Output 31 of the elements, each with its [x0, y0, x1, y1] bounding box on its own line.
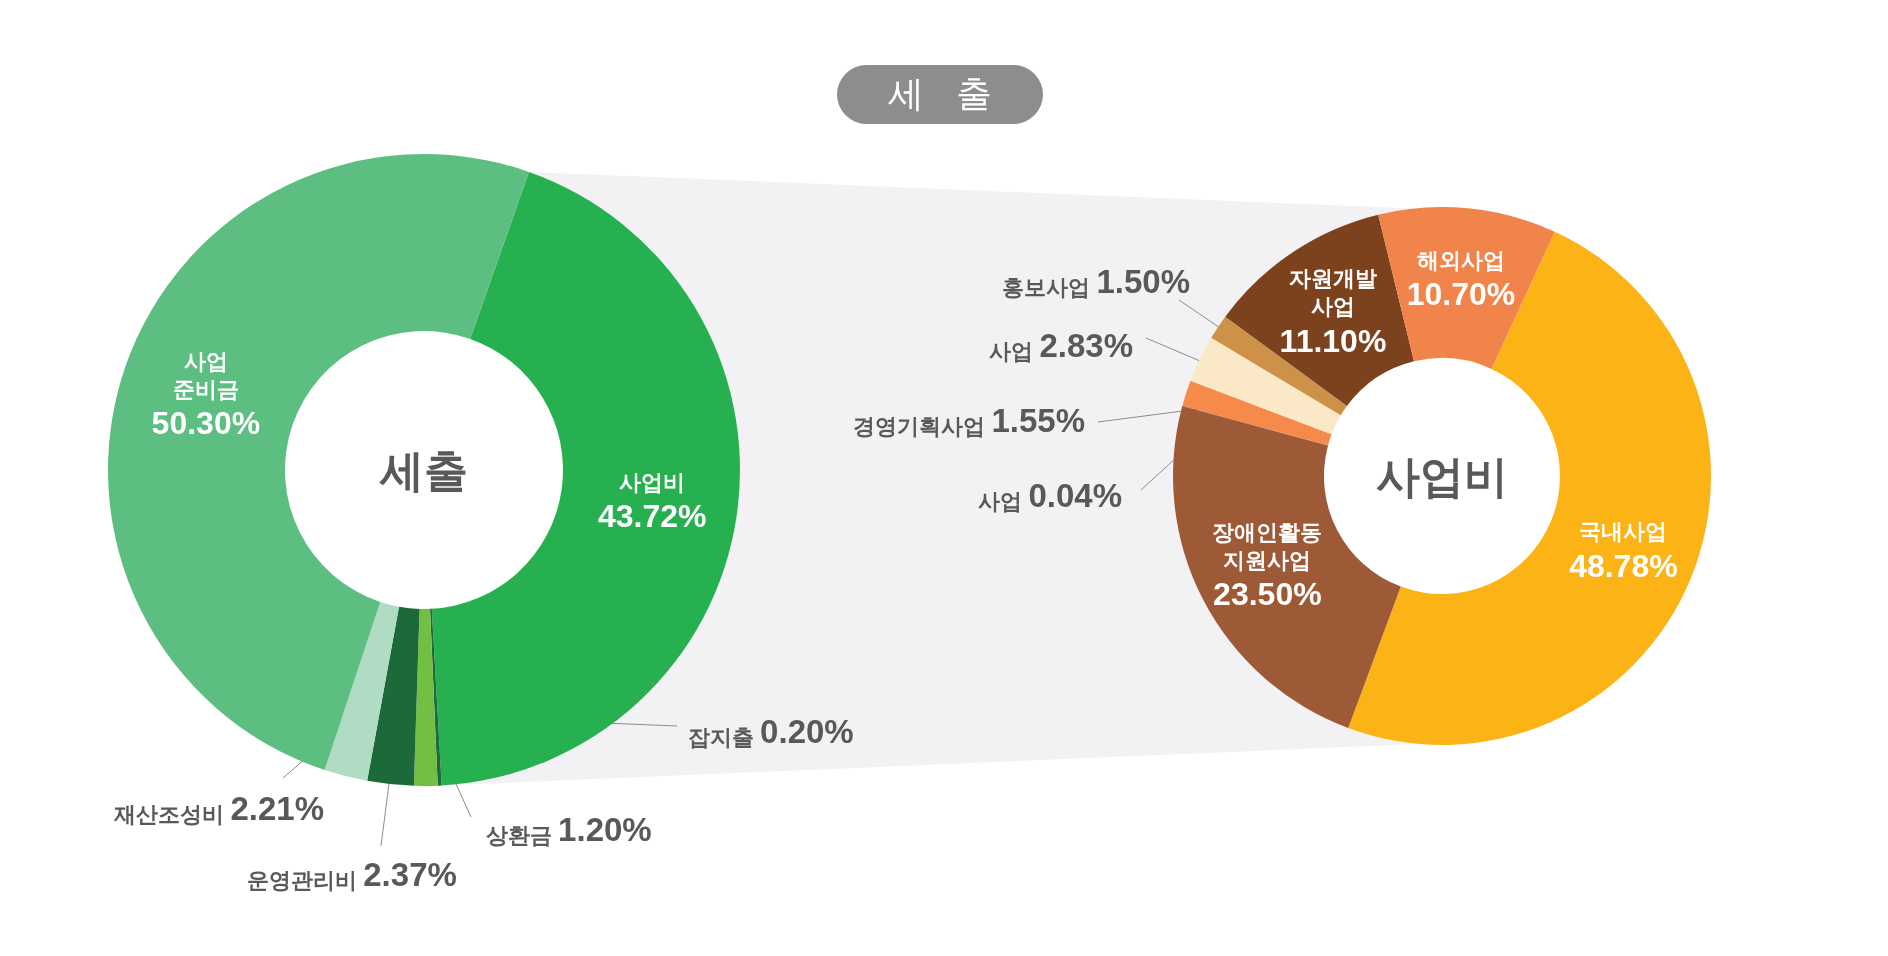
- text: 세 출: [837, 65, 1043, 124]
- data-label: 43.72%: [597, 498, 707, 535]
- slice-label: 재산조성비: [113, 801, 231, 827]
- text: 사업비: [1376, 451, 1508, 501]
- slice-label: 장애인활동 지원사업: [1212, 519, 1323, 573]
- data-label: 2.37%: [363, 856, 457, 893]
- slice-label: 사업비: [619, 469, 686, 495]
- data-label: 50.30%: [151, 405, 261, 442]
- slice-label: 잡지출: [688, 724, 761, 750]
- data-label: 10.70%: [1406, 276, 1516, 313]
- text: 세출: [379, 445, 468, 495]
- slice-label: 운영관리비: [247, 867, 364, 893]
- data-label: 2.83%: [1039, 327, 1133, 364]
- slice-label: 해외사업: [1416, 247, 1505, 273]
- slice-label: 자원개발 사업: [1288, 266, 1377, 320]
- data-label: 0.04%: [1028, 477, 1122, 514]
- data-label: 23.50%: [1213, 576, 1322, 613]
- data-label: 0.20%: [760, 713, 854, 750]
- data-label: 1.50%: [1096, 263, 1190, 300]
- data-label: 48.78%: [1569, 547, 1678, 584]
- slice-label: 경영기획사업: [853, 413, 992, 439]
- slice-label: 사업: [989, 338, 1040, 364]
- data-label: 2.21%: [230, 790, 324, 827]
- slice-label: 사업: [978, 488, 1029, 514]
- slice-label: 국내사업: [1579, 519, 1668, 545]
- slice-label: 홍보사업: [1002, 274, 1097, 300]
- slice-label: 상환금: [486, 822, 559, 848]
- slice-label: 사업 준비금: [172, 348, 239, 402]
- data-label: 1.55%: [991, 402, 1085, 439]
- data-label: 1.20%: [558, 811, 652, 848]
- data-label: 11.10%: [1279, 322, 1387, 359]
